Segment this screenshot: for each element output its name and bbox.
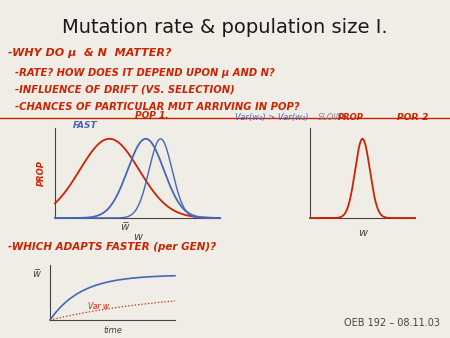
Text: w: w [358,228,367,238]
Text: Var(w₁) > Var(w₂): Var(w₁) > Var(w₂) [235,113,309,122]
Text: POP 1.: POP 1. [135,111,169,120]
Text: POP. 2: POP. 2 [397,113,428,122]
Text: w̅: w̅ [32,269,40,279]
Text: Mutation rate & population size I.: Mutation rate & population size I. [62,18,388,37]
Text: -WHICH ADAPTS FASTER (per GEN)?: -WHICH ADAPTS FASTER (per GEN)? [8,242,216,252]
Text: -CHANCES OF PARTICULAR MUT ARRIVING IN POP?: -CHANCES OF PARTICULAR MUT ARRIVING IN P… [8,102,300,112]
Text: -INFLUENCE OF DRIFT (VS. SELECTION): -INFLUENCE OF DRIFT (VS. SELECTION) [8,85,235,95]
Text: time: time [103,326,122,335]
Text: w̅: w̅ [120,222,129,232]
Text: -RATE? HOW DOES IT DEPEND UPON μ AND N?: -RATE? HOW DOES IT DEPEND UPON μ AND N? [8,68,275,78]
Text: FAST: FAST [73,121,98,130]
Text: PROP: PROP [338,113,364,122]
Text: SLOW: SLOW [318,113,342,122]
Text: w: w [133,232,142,242]
Text: OEB 192 – 08.11.03: OEB 192 – 08.11.03 [344,318,440,328]
Text: -WHY DO μ  & N  MATTER?: -WHY DO μ & N MATTER? [8,48,171,58]
Text: PROP: PROP [36,160,45,186]
Text: Var w: Var w [88,302,109,311]
